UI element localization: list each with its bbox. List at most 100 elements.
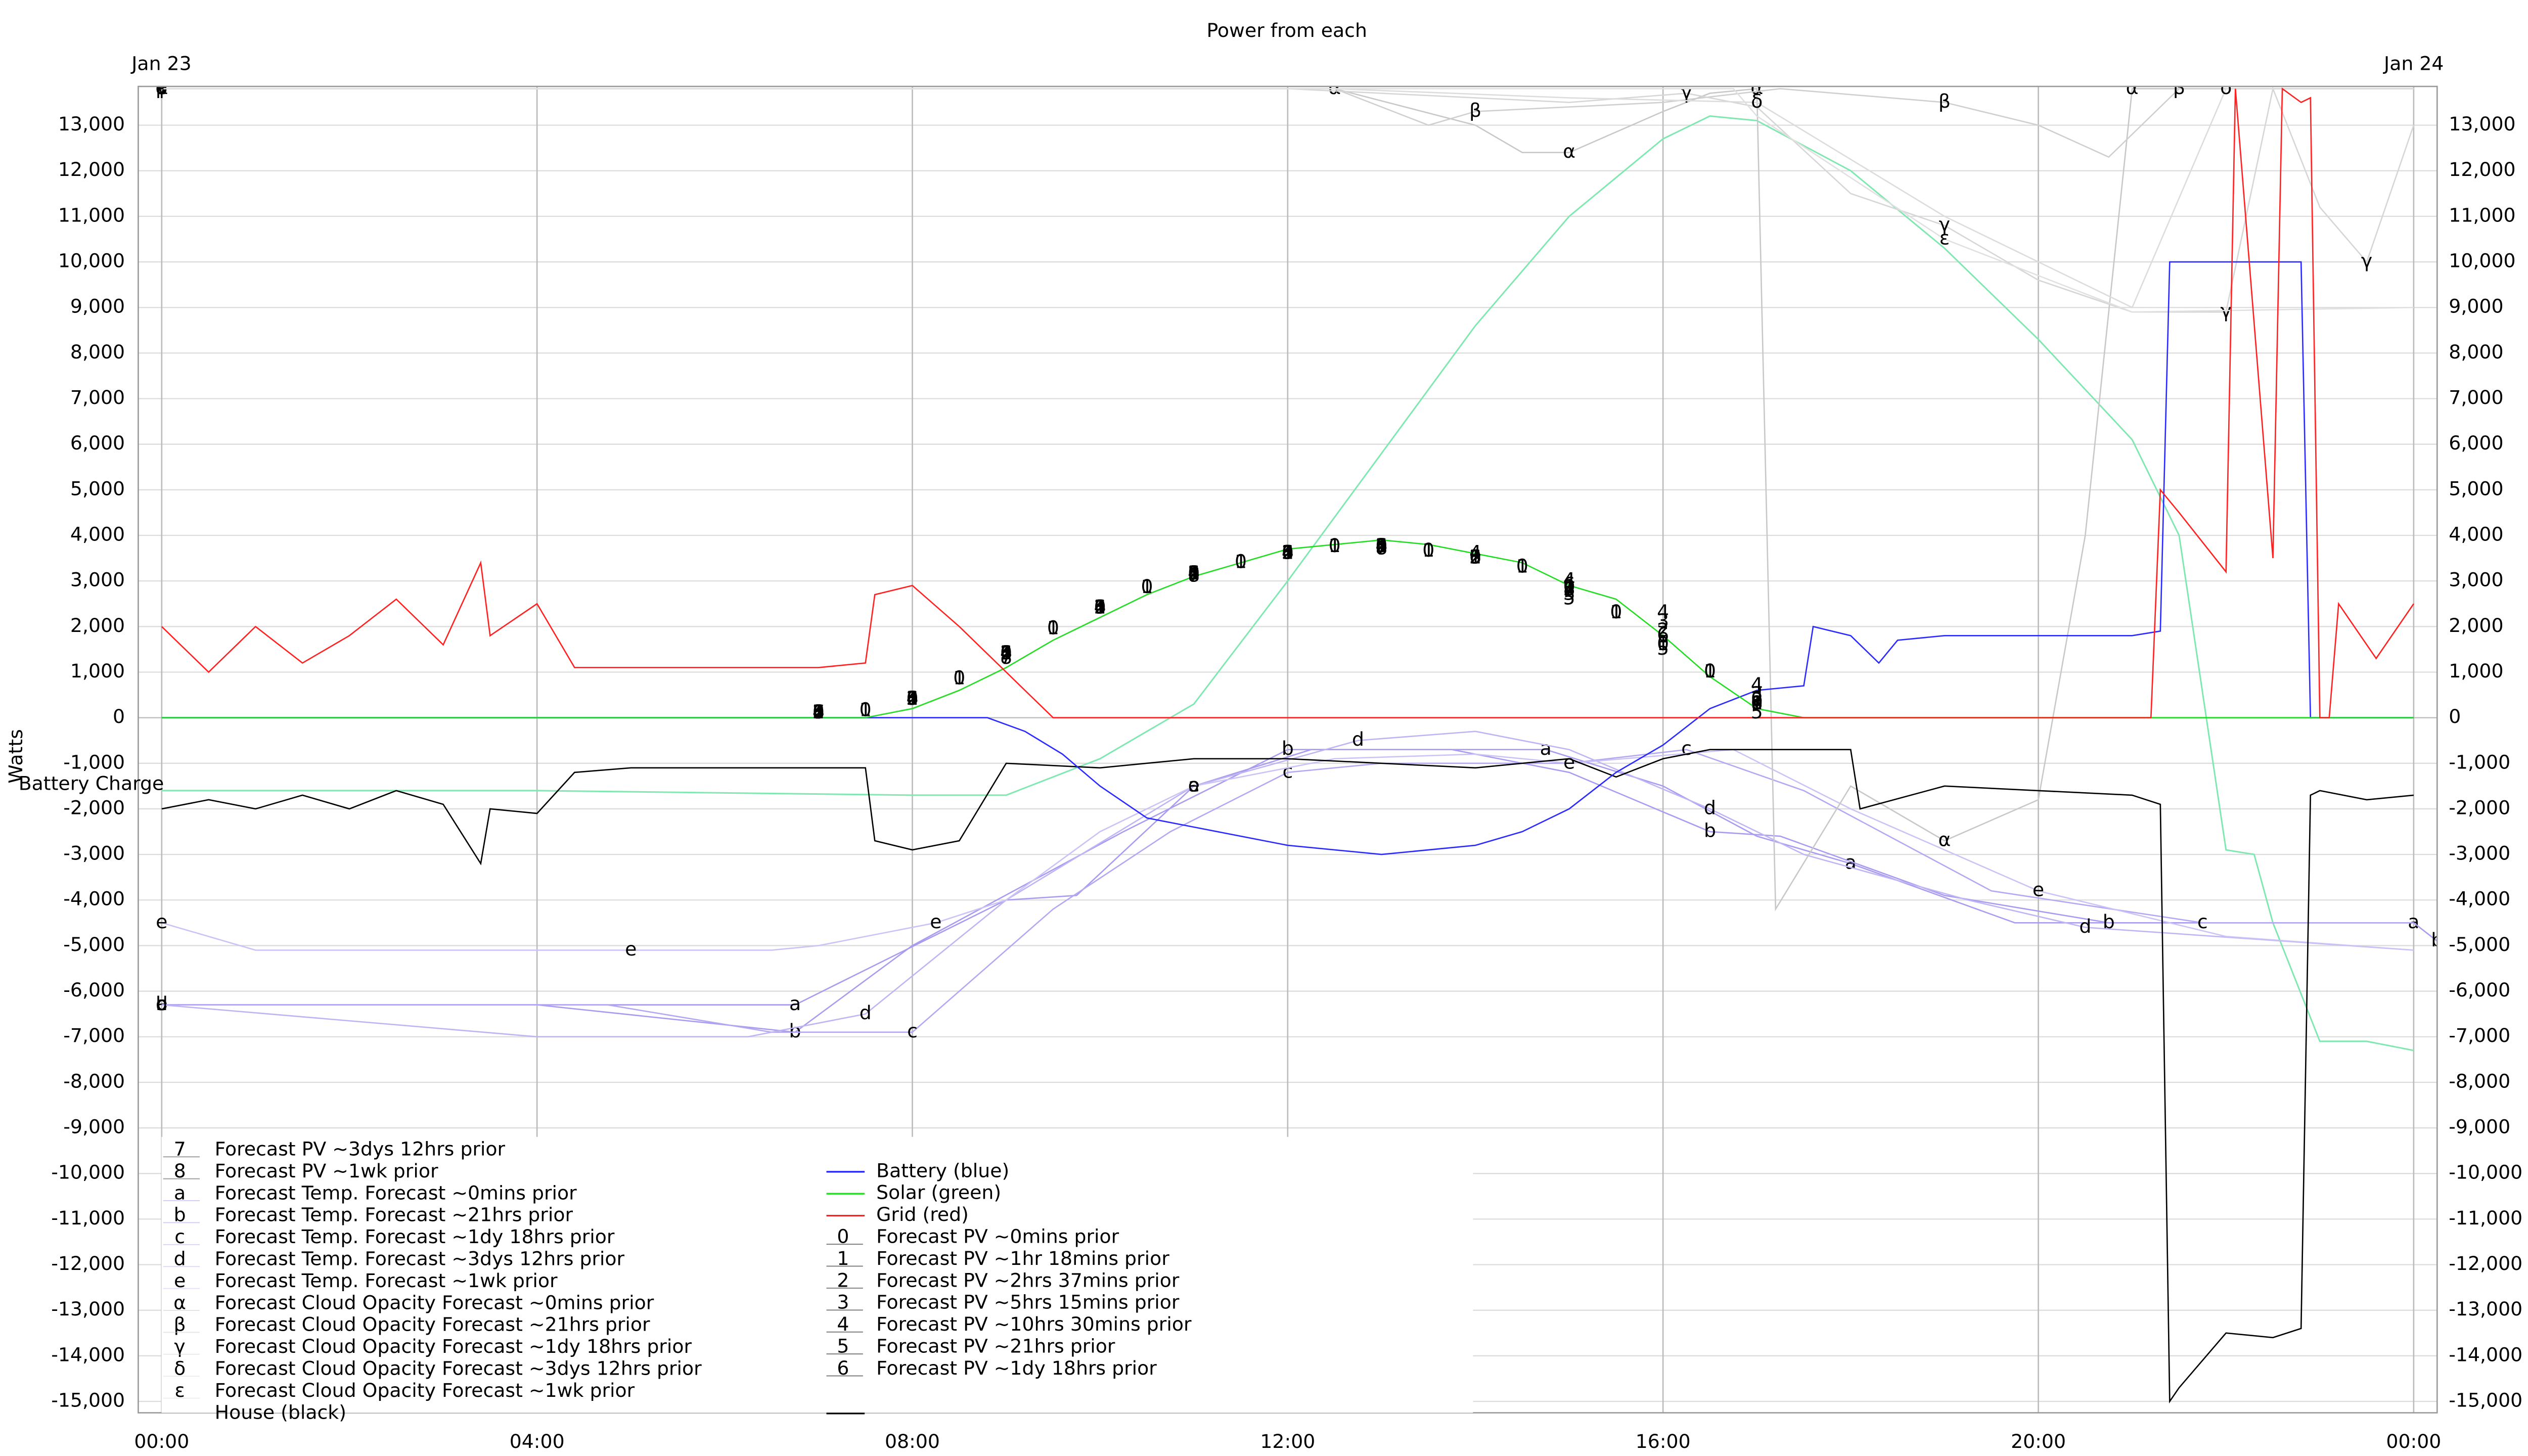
y-tick-label: -5,000	[2449, 933, 2510, 956]
series-marker: 1	[812, 701, 825, 723]
series-line	[161, 88, 2414, 309]
series-marker: α	[1938, 829, 1951, 851]
series-marker: 6	[812, 701, 825, 723]
series-marker: 2	[1282, 541, 1294, 564]
series-marker: 0	[1094, 596, 1106, 618]
y-tick-label: -10,000	[51, 1161, 125, 1184]
series-marker: 1	[1516, 555, 1528, 577]
legend-label: Grid (red)	[876, 1203, 969, 1225]
y-tick-label: -8,000	[63, 1070, 125, 1092]
series-marker: 0	[1657, 632, 1669, 655]
series-marker: 4	[1563, 569, 1575, 591]
series-marker: e	[625, 938, 637, 960]
y-tick-label: 12,000	[2449, 158, 2515, 180]
date-label: Jan 23	[130, 53, 191, 75]
series-marker: 3	[906, 687, 918, 709]
series-marker: 0	[1047, 616, 1059, 639]
date-label: Jan 24	[2383, 53, 2444, 75]
series-marker: 0	[1704, 660, 1716, 682]
series-marker: 0	[1610, 601, 1622, 623]
series-marker: 2	[1375, 534, 1387, 557]
series-marker: α	[2126, 76, 2139, 99]
series-marker: 3	[1751, 682, 1763, 705]
y-axis-label: Watts	[5, 729, 27, 783]
y-tick-label: -15,000	[2449, 1389, 2522, 1411]
series-line	[161, 88, 2414, 313]
series-marker: 0	[1751, 692, 1763, 714]
series-line	[161, 88, 2414, 158]
y-tick-label: 1,000	[70, 660, 125, 682]
y-tick-label: -7,000	[63, 1024, 125, 1046]
y-tick-label: 10,000	[2449, 250, 2515, 272]
y-tick-label: 5,000	[70, 477, 125, 499]
series-marker: d	[1352, 728, 1364, 750]
series-marker: 1	[906, 687, 918, 709]
series-marker: 0	[1282, 541, 1294, 564]
series-marker: 1	[953, 666, 965, 689]
x-tick-label: 04:00	[510, 1430, 565, 1452]
legend-label: Forecast Cloud Opacity Forecast ~1dy 18h…	[215, 1335, 692, 1357]
series-marker: e	[2033, 879, 2044, 901]
series-marker: 5	[1375, 534, 1387, 557]
series-marker: 1	[1047, 616, 1059, 639]
series-marker: β	[2173, 76, 2185, 99]
series-marker: e	[1188, 774, 1200, 796]
x-tick-label: 00:00	[2386, 1430, 2441, 1452]
series-marker: γ	[1681, 81, 1692, 103]
battery-charge-line	[161, 115, 2414, 1052]
y-tick-label: -1,000	[2449, 751, 2510, 773]
series-marker: δ	[1751, 90, 1763, 112]
y-tick-label: -1,000	[63, 751, 125, 773]
series-marker: 1	[1188, 562, 1200, 584]
series-marker: 6	[1375, 534, 1387, 557]
series-marker: b	[789, 1020, 801, 1042]
series-marker: b	[2431, 929, 2443, 951]
series-marker: 8	[1751, 692, 1763, 714]
series-marker: 0	[953, 666, 965, 689]
y-tick-label: 9,000	[70, 295, 125, 317]
legend-marker: γ	[174, 1335, 185, 1357]
series-marker: 5	[812, 701, 825, 723]
series-marker: 1	[1563, 575, 1575, 598]
series-marker: a	[1188, 774, 1200, 796]
series-marker: 4	[1282, 541, 1294, 564]
y-tick-label: 3,000	[2449, 569, 2503, 591]
y-tick-label: 2,000	[2449, 614, 2503, 636]
series-marker: 0	[1469, 546, 1481, 568]
series-marker: c	[907, 1020, 918, 1042]
series-marker: 6	[1282, 541, 1294, 564]
y-tick-label: -11,000	[51, 1207, 125, 1229]
y-tick-label: -9,000	[2449, 1116, 2510, 1138]
series-line	[161, 87, 2414, 718]
y-tick-label: -4,000	[63, 888, 125, 910]
y-tick-label: 1,000	[2449, 660, 2503, 682]
x-tick-label: 08:00	[885, 1430, 940, 1452]
series-marker: 5	[1563, 587, 1575, 609]
series-line	[161, 539, 2414, 718]
series-marker: e	[156, 911, 167, 933]
series-line	[161, 731, 2414, 1038]
x-tick-label: 12:00	[1260, 1430, 1315, 1452]
series-marker: 3	[1375, 534, 1387, 557]
series-marker: 3	[1188, 562, 1200, 584]
y-tick-label: 7,000	[70, 386, 125, 408]
series-marker: 0	[1000, 642, 1012, 664]
legend-marker: e	[174, 1269, 186, 1292]
series-marker: d	[156, 992, 168, 1015]
series-marker: 1	[1610, 601, 1622, 623]
y-tick-label: 3,000	[70, 569, 125, 591]
y-tick-label: 13,000	[58, 113, 125, 135]
legend-label: Forecast Cloud Opacity Forecast ~0mins p…	[215, 1291, 654, 1313]
y-tick-label: 11,000	[2449, 204, 2515, 226]
series-marker: 5	[1094, 596, 1106, 618]
series-marker: 0	[1422, 539, 1434, 561]
series-line	[161, 749, 2414, 951]
series-marker: 1	[1141, 575, 1153, 598]
y-tick-label: -14,000	[2449, 1343, 2522, 1366]
legend-label: House (black)	[215, 1401, 346, 1423]
series-marker: 1	[860, 699, 872, 721]
x-tick-label: 16:00	[1636, 1430, 1691, 1452]
series-marker: 0	[1188, 562, 1200, 584]
